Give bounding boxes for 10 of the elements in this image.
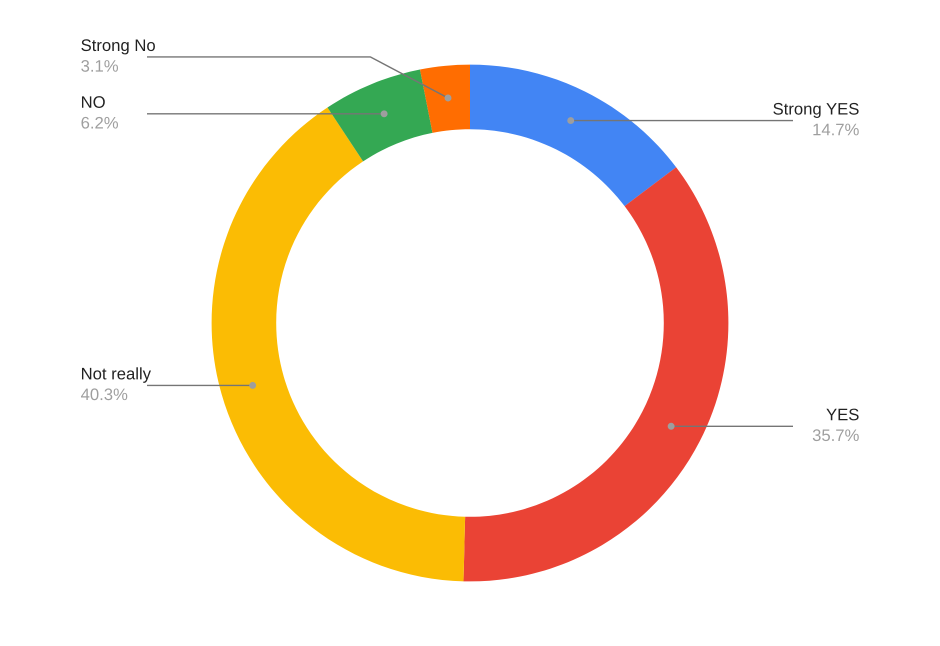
slice-label: YES <box>826 408 859 420</box>
data-label: 35.7% <box>812 429 859 442</box>
data-label: 6.2% <box>81 116 118 129</box>
slice-label: Strong YES <box>773 102 859 118</box>
data-label: 14.7% <box>813 124 859 136</box>
data-label: 40.3% <box>81 388 128 400</box>
data-label: 3.1% <box>81 60 118 72</box>
slice-label: NO <box>82 96 105 108</box>
slice-label: Strong No <box>81 39 155 54</box>
slice-label: Not really <box>82 367 151 383</box>
